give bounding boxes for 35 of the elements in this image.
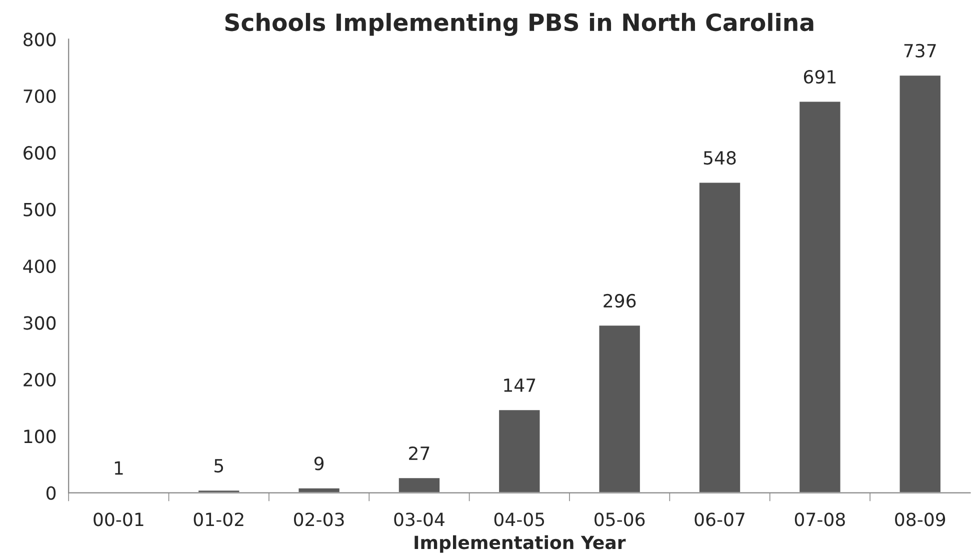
bar [397,476,441,493]
x-tick-label: 07-08 [794,512,845,526]
data-label: 548 [704,151,736,165]
data-label: 296 [604,294,636,308]
y-tick-label: 500 [24,202,56,216]
x-tick-label: 08-09 [895,512,946,526]
data-label: 147 [504,378,536,392]
y-tick-label: 200 [24,372,56,387]
y-tick-label: 300 [24,316,56,330]
x-tick-label: 02-03 [294,512,344,526]
y-tick-label: 400 [23,259,56,274]
bar [798,100,842,493]
x-tick-label: 00-01 [94,512,144,526]
data-label: 737 [904,44,936,58]
bar [898,74,942,493]
x-axis-title: Implementation Year [414,535,626,553]
y-tick-label: 0 [46,486,56,500]
x-tick-label: 01-02 [194,512,244,526]
x-tick-label: 05-06 [594,512,645,526]
chart-title: Schools Implementing PBS in North Carolina [225,12,814,36]
x-tick-label: 06-07 [694,512,744,526]
bar [698,181,742,493]
data-label: 9 [314,456,324,470]
y-tick-label: 600 [24,146,56,160]
data-label: 27 [409,446,430,460]
x-tick-label: 04-05 [494,512,544,526]
y-tick-label: 100 [24,430,56,444]
data-label: 5 [214,459,224,473]
data-label: 1 [114,461,123,475]
y-tick-label: 700 [24,89,56,104]
bar [498,408,542,493]
y-tick-label: 800 [24,32,56,46]
x-tick-label: 03-04 [394,512,444,526]
bar [598,324,642,493]
data-label: 691 [804,70,836,84]
